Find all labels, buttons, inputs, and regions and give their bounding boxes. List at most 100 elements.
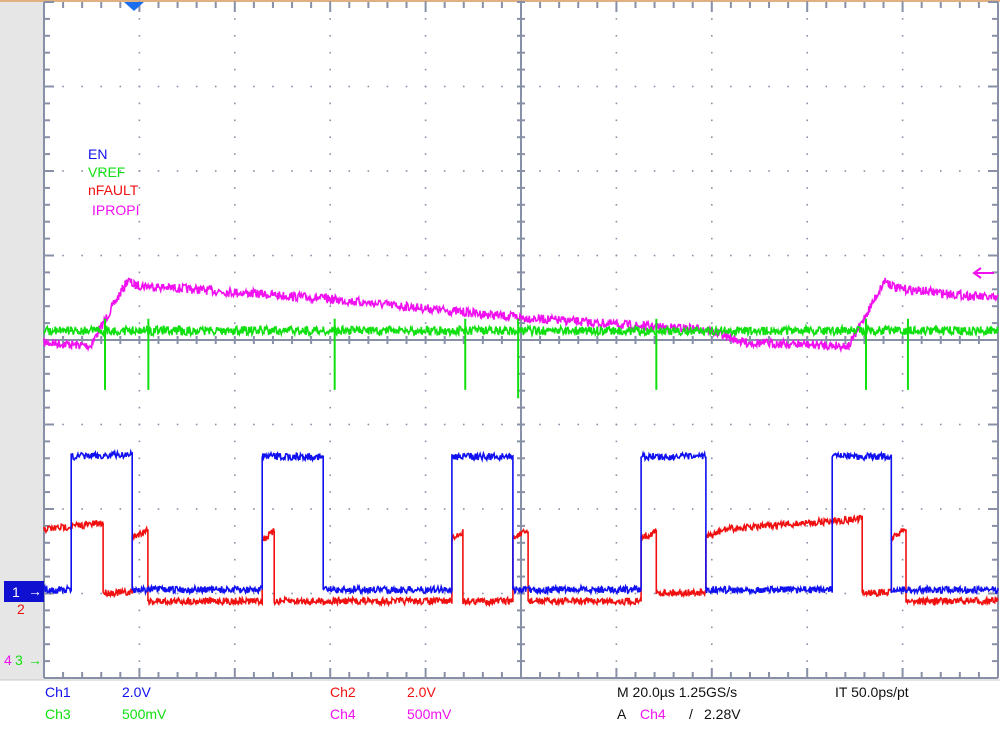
timebase-readout: M 20.0µs 1.25GS/s <box>617 684 737 700</box>
grid-dot <box>291 508 293 510</box>
grid-dot <box>711 85 713 88</box>
grid-dot <box>329 575 331 578</box>
grid-dot <box>119 254 122 257</box>
grid-dot <box>749 170 751 172</box>
trigger-level-arrow-icon[interactable] <box>972 267 994 279</box>
grid-dot <box>424 423 427 426</box>
grid-dot <box>615 220 618 223</box>
grid-dot <box>806 525 808 527</box>
grid-dot <box>214 423 217 426</box>
legend-ipropi: IPROPI <box>92 202 139 218</box>
grid-dot <box>462 254 465 257</box>
grid-dot <box>424 271 427 274</box>
grid-dot <box>596 423 599 426</box>
status-bar: Ch1 2.0V Ch2 2.0V Ch3 500mV Ch4 500mV M … <box>45 684 909 722</box>
grid-dot <box>920 592 923 595</box>
grid-dot <box>462 85 465 88</box>
grid-dot <box>234 525 236 527</box>
grid-dot <box>711 322 713 324</box>
grid-dot <box>424 609 427 612</box>
grid-dot <box>711 305 713 307</box>
grid-dot <box>348 592 351 595</box>
grid-dot <box>272 254 274 257</box>
grid-dot <box>329 626 331 629</box>
ch1-ground-marker[interactable]: 1 → <box>4 581 44 602</box>
trace-nfault <box>43 514 999 608</box>
grid-dot <box>329 440 331 443</box>
ch3-ch4-ground-marker[interactable]: 4 3 → <box>4 652 42 668</box>
grid-dot <box>62 592 64 595</box>
grid-dot <box>615 575 618 578</box>
grid-dot <box>806 558 808 561</box>
legend-en: EN <box>88 146 107 162</box>
grid-dot <box>138 237 141 240</box>
grid-dot <box>138 457 141 460</box>
grid-dot <box>501 423 503 426</box>
grid-dot <box>138 102 141 105</box>
grid-dot <box>119 170 122 172</box>
grid-dot <box>138 136 141 138</box>
grid-dot <box>214 592 217 595</box>
grid-dot <box>234 373 236 375</box>
grid-dot <box>806 592 808 595</box>
grid-dot <box>291 170 293 172</box>
grid-dot <box>711 609 713 612</box>
grid-dot <box>424 288 427 291</box>
grid-dot <box>424 457 427 460</box>
grid-dot <box>443 423 446 426</box>
grid-dot <box>329 68 331 71</box>
grid-dot <box>711 136 713 138</box>
legend-nfault: nFAULT <box>88 182 139 198</box>
grid-dot <box>615 508 618 510</box>
ch2-ground-marker[interactable]: 2 <box>17 601 25 617</box>
grid-dot <box>81 85 83 88</box>
grid-dot <box>329 389 331 392</box>
grid-dot <box>424 575 427 578</box>
grid-dot <box>806 305 808 307</box>
grid-dot <box>424 322 427 324</box>
grid-dot <box>462 508 465 510</box>
grid-dot <box>329 305 331 307</box>
trigger-source: Ch4 <box>640 706 666 722</box>
grid-dot <box>615 423 618 426</box>
grid-dot <box>672 170 675 172</box>
grid-dot <box>711 508 713 510</box>
grid-dot <box>711 187 713 189</box>
grid-dot <box>711 288 713 291</box>
trigger-position-marker[interactable] <box>124 2 144 11</box>
grid-dot <box>310 423 312 426</box>
grid-dot <box>806 18 808 20</box>
grid-dot <box>939 170 942 172</box>
ch3-label: Ch3 <box>45 706 71 722</box>
grid-dot <box>806 136 808 138</box>
grid-dot <box>653 85 656 88</box>
grid-dot <box>329 204 331 206</box>
grid-dot <box>462 170 465 172</box>
grid-dot <box>539 508 541 510</box>
grid-dot <box>234 305 236 307</box>
grid-dot <box>234 440 236 443</box>
grid-dot <box>310 85 312 88</box>
grid-dot <box>138 474 141 476</box>
grid-dot <box>711 51 713 54</box>
grid-dot <box>711 356 713 358</box>
grid-dot <box>138 68 141 71</box>
grid-dot <box>424 153 427 155</box>
grid-dot <box>577 592 580 595</box>
grid-dot <box>424 558 427 561</box>
grid-dot <box>901 626 904 629</box>
grid-dot <box>234 68 236 71</box>
grid-dot <box>901 18 904 20</box>
grid-dot <box>615 170 618 172</box>
grid-dot <box>806 660 808 662</box>
grid-dot <box>615 68 618 71</box>
grid-dot <box>424 491 427 493</box>
grid-dot <box>329 153 331 155</box>
ch2-scale: 2.0V <box>407 684 436 700</box>
grid-dot <box>939 508 942 510</box>
grid-dot <box>615 51 618 54</box>
grid-dot <box>138 508 141 510</box>
grid-dot <box>138 35 141 37</box>
grid-dot <box>234 542 236 544</box>
